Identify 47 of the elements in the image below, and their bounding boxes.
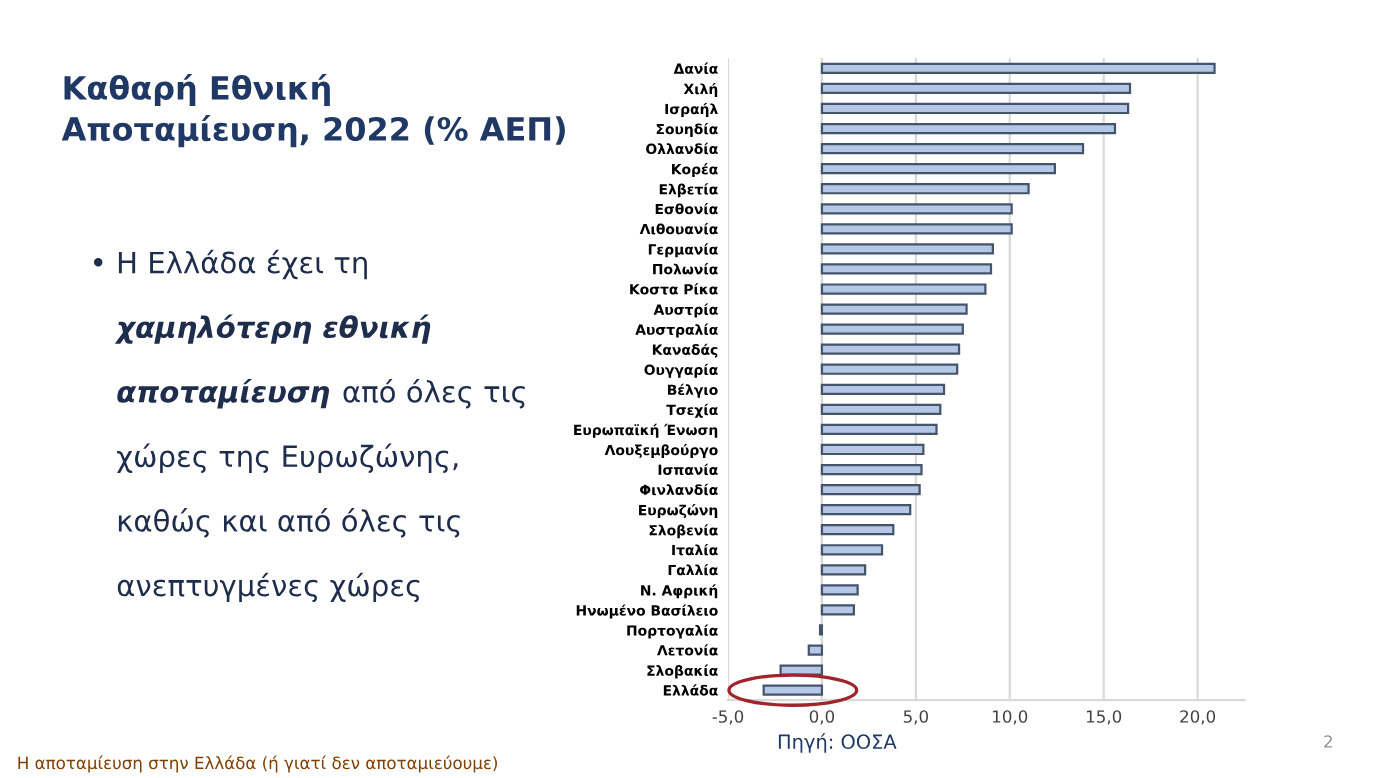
bar	[820, 263, 993, 275]
bar	[820, 343, 961, 355]
x-tick-label: 5,0	[903, 710, 928, 725]
text: Η αποταμίευση στην Ελλάδα (ή γιατί δεν αποταμιεύουμε)	[18, 755, 497, 773]
bar	[820, 62, 1216, 74]
bar	[820, 122, 1117, 135]
text: χώρες της Ευρωζώνης,	[117, 443, 458, 473]
bar	[820, 524, 895, 536]
bar	[820, 283, 987, 295]
bar	[820, 423, 938, 436]
text: αποταμίευση	[117, 378, 330, 409]
text: από όλες τις	[343, 378, 525, 409]
bar	[820, 243, 994, 255]
x-tick-label: 20,0	[1180, 710, 1216, 725]
text: 2	[1324, 735, 1332, 748]
text: ανεπτυγμένες χώρες	[117, 572, 420, 603]
bar	[820, 383, 946, 395]
bar	[820, 544, 884, 556]
bar	[762, 684, 824, 696]
bar	[820, 303, 968, 315]
bar	[820, 463, 923, 476]
bar	[820, 483, 921, 496]
bar	[820, 82, 1132, 95]
bar	[820, 203, 1013, 215]
x-tick-label: -5,0	[712, 710, 744, 725]
bar	[807, 644, 824, 656]
text: Πηγή: ΟΟΣΑ	[778, 733, 897, 753]
bar	[820, 504, 912, 516]
bar	[820, 163, 1056, 175]
text: καθώς και από όλες τις	[118, 508, 460, 538]
bar	[820, 183, 1030, 195]
bar	[820, 604, 855, 616]
x-tick-label: 15,0	[1086, 710, 1122, 725]
bar	[820, 443, 925, 456]
bar	[820, 363, 959, 375]
x-tick-label: 10,0	[993, 710, 1028, 725]
bar	[820, 564, 867, 576]
x-tick-label: 0,0	[809, 710, 835, 725]
bar	[820, 102, 1130, 115]
bar	[820, 142, 1085, 155]
bar	[820, 323, 964, 335]
bar	[820, 584, 859, 596]
bar	[820, 223, 1013, 235]
text: • Η Ελλάδα έχει τη	[93, 249, 367, 280]
bar	[820, 403, 942, 415]
text: χαμηλότερη εθνική	[114, 314, 431, 344]
text: Καθαρή Εθνική Αποταμίευση, 2022 (% ΑΕΠ)	[61, 73, 565, 148]
